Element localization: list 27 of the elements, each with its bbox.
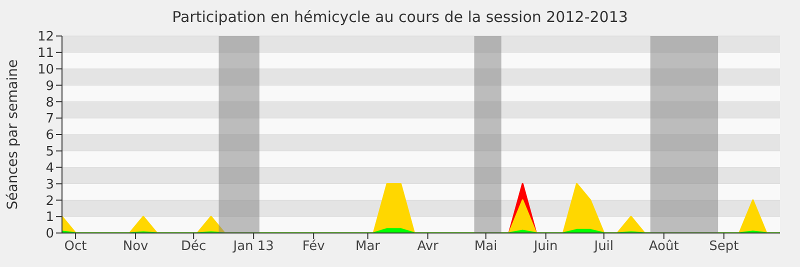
x-tick-label: Nov xyxy=(122,239,149,254)
y-tick-label: 3 xyxy=(46,177,54,192)
x-tick-label: Avr xyxy=(417,239,440,254)
x-tick-label: Mar xyxy=(356,239,381,254)
x-tick-label: Mai xyxy=(474,239,498,254)
y-tick-label: 10 xyxy=(37,62,54,78)
y-tick-label: 5 xyxy=(46,144,54,160)
y-tick-label: 9 xyxy=(46,78,54,94)
y-axis-title: Séances par semaine xyxy=(4,59,21,210)
y-tick-label: 8 xyxy=(46,95,54,110)
x-tick-label: Oct xyxy=(64,239,87,254)
y-tick-label: 6 xyxy=(46,128,54,144)
x-tick-label: Août xyxy=(648,239,679,254)
x-tick-label: Jan 13 xyxy=(232,239,274,254)
x-tick-label: Juin xyxy=(532,239,558,254)
chart-title: Participation en hémicycle au cours de la session 2012-2013 xyxy=(171,8,629,26)
y-tick-label: 4 xyxy=(46,160,54,176)
y-tick-label: 11 xyxy=(37,46,54,62)
x-tick-label: Déc xyxy=(181,239,206,254)
y-tick-label: 12 xyxy=(37,30,54,45)
y-tick-label: 7 xyxy=(46,112,54,127)
x-tick-label: Fév xyxy=(302,239,326,254)
y-tick-label: 2 xyxy=(46,194,54,209)
y-tick-label: 0 xyxy=(46,226,54,242)
y-tick-label: 1 xyxy=(46,210,54,226)
x-tick-label: Sept xyxy=(709,239,739,254)
x-tick-label: Juil xyxy=(593,239,614,254)
